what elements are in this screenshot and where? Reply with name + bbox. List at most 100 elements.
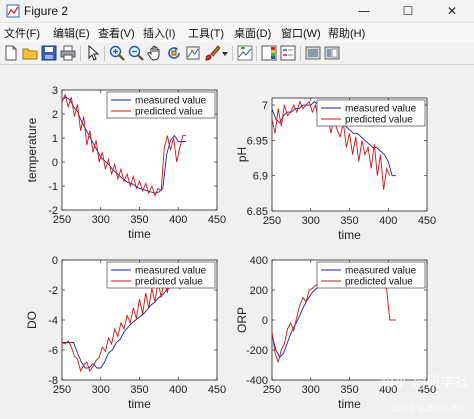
legend-entry: predicted value xyxy=(345,115,413,126)
legend-entry: measured value xyxy=(345,104,417,115)
menu-tools[interactable]: 工具(T) xyxy=(188,28,225,40)
menu-insert[interactable]: 插入(I) xyxy=(143,28,176,40)
print-icon[interactable] xyxy=(60,45,76,61)
close-button[interactable]: ✕ xyxy=(446,4,458,18)
brush-icon[interactable] xyxy=(204,45,220,61)
menu-bar: 文件(F) 编辑(E) 查看(V) 插入(I) 工具(T) 桌面(D) 窗口(W… xyxy=(0,23,474,42)
toolbar-separator xyxy=(80,46,81,61)
watermark-zhihu: 知乎 @研学社 xyxy=(380,374,468,391)
legend-entry: measured value xyxy=(135,266,207,277)
toolbar xyxy=(0,42,474,65)
x-tick-label: 450 xyxy=(208,214,226,226)
y-tick-label: 400 xyxy=(250,255,268,267)
toolbar-separator xyxy=(232,46,233,61)
link-plot-icon[interactable] xyxy=(237,45,253,61)
y-axis-label: pH xyxy=(235,147,249,162)
x-tick-label: 400 xyxy=(379,215,397,227)
subplot-1: 250 300 350 400 450 3 2 1 0 -1 -2 time temperature me… xyxy=(25,85,226,241)
subplot-3: 250 300 350 400 450 0 -2 -4 -6 -8 time DO measured v… xyxy=(25,255,226,411)
measured-value-line xyxy=(62,279,187,369)
menu-edit[interactable]: 编辑(E) xyxy=(53,28,90,40)
dropdown-arrow-icon[interactable] xyxy=(221,45,229,61)
y-tick-label: -4 xyxy=(48,315,58,327)
legend-entry: predicted value xyxy=(345,277,413,288)
x-axis-label: time xyxy=(128,227,151,241)
x-axis-label: time xyxy=(338,397,361,411)
show-plot-tools-icon[interactable] xyxy=(324,45,340,61)
y-tick-label: 6.95 xyxy=(247,135,268,147)
hide-plot-tools-icon[interactable] xyxy=(305,45,321,61)
menu-help[interactable]: 帮助(H) xyxy=(328,28,366,40)
zoom-in-icon[interactable] xyxy=(109,45,125,61)
x-tick-label: 250 xyxy=(53,214,71,226)
y-tick-label: 7 xyxy=(262,100,268,112)
x-tick-label: 400 xyxy=(169,384,187,396)
subplot-4: 250 300 350 400 450 400 200 0 -200 -400 time ORP mea… xyxy=(235,255,436,411)
pointer-icon[interactable] xyxy=(85,45,101,61)
x-tick-label: 450 xyxy=(418,215,436,227)
x-tick-label: 250 xyxy=(53,384,71,396)
y-tick-label: 6.85 xyxy=(247,206,268,218)
x-tick-label: 350 xyxy=(340,384,358,396)
toolbar-separator xyxy=(300,46,301,61)
minimize-button[interactable]: — xyxy=(358,4,370,18)
y-tick-label: 0 xyxy=(262,315,268,327)
legend-box xyxy=(106,91,216,119)
y-tick-label: -200 xyxy=(246,345,268,357)
menu-view[interactable]: 查看(V) xyxy=(98,28,135,40)
data-cursor-icon[interactable] xyxy=(185,45,201,61)
y-tick-label: 2 xyxy=(52,109,58,121)
y-tick-label: -8 xyxy=(48,375,58,387)
new-figure-icon[interactable] xyxy=(3,45,19,61)
open-file-icon[interactable] xyxy=(22,45,38,61)
save-icon[interactable] xyxy=(41,45,57,61)
legend-entry: measured value xyxy=(345,266,417,277)
x-tick-label: 450 xyxy=(208,384,226,396)
figure-canvas: 250 300 350 400 450 3 2 1 0 -1 -2 time temperature me… xyxy=(0,65,474,419)
predicted-value-line xyxy=(62,93,186,197)
y-tick-label: 0 xyxy=(52,157,58,169)
y-tick-label: 3 xyxy=(52,85,58,97)
legend-box xyxy=(316,261,426,289)
y-tick-label: -6 xyxy=(48,345,58,357)
insert-legend-icon[interactable] xyxy=(280,45,296,61)
legend-entry: predicted value xyxy=(135,277,203,288)
window-title: Figure 2 xyxy=(24,4,69,18)
menu-desktop[interactable]: 桌面(D) xyxy=(234,28,272,40)
maximize-button[interactable]: ☐ xyxy=(402,4,414,18)
toolbar-separator xyxy=(256,46,257,61)
x-tick-label: 450 xyxy=(418,384,436,396)
insert-colorbar-icon[interactable] xyxy=(261,45,277,61)
y-tick-label: 1 xyxy=(52,133,58,145)
y-axis-label: DO xyxy=(25,311,39,329)
y-tick-label: -1 xyxy=(48,181,58,193)
legend-entry: predicted value xyxy=(135,107,203,118)
subplot-grid: 250 300 350 400 450 3 2 1 0 -1 -2 time temperature me… xyxy=(25,85,468,413)
menu-file[interactable]: 文件(F) xyxy=(4,28,41,40)
y-tick-label: -2 xyxy=(48,205,58,217)
y-tick-label: 200 xyxy=(250,285,268,297)
watermark-csdn: CSDN @荔枝科研社 xyxy=(392,403,465,413)
legend-box xyxy=(106,261,216,289)
x-axis-label: time xyxy=(128,397,151,411)
rotate-3d-icon[interactable] xyxy=(166,45,182,61)
x-tick-label: 300 xyxy=(92,384,110,396)
matlab-figure-icon xyxy=(6,4,20,18)
toolbar-separator xyxy=(104,46,105,61)
menu-window[interactable]: 窗口(W) xyxy=(281,28,321,40)
title-bar: Figure 2 — ☐ ✕ xyxy=(0,0,474,23)
y-tick-label: -2 xyxy=(48,285,58,297)
legend-box xyxy=(316,99,426,127)
x-tick-label: 350 xyxy=(130,384,148,396)
zoom-out-icon[interactable] xyxy=(128,45,144,61)
x-tick-label: 250 xyxy=(263,384,281,396)
x-axis-label: time xyxy=(338,228,361,242)
legend-entry: measured value xyxy=(135,96,207,107)
y-tick-label: 0 xyxy=(52,255,58,267)
pan-icon[interactable] xyxy=(147,45,163,61)
x-tick-label: 250 xyxy=(263,215,281,227)
x-tick-label: 300 xyxy=(302,215,320,227)
y-tick-label: 6.9 xyxy=(253,171,268,183)
x-tick-label: 300 xyxy=(302,384,320,396)
